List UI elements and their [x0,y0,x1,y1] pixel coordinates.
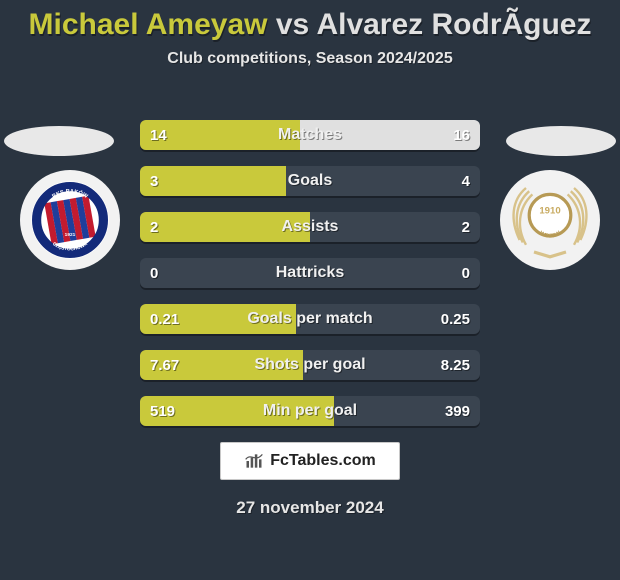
stat-label: Assists [140,212,480,242]
stats-comparison-bars: 1416Matches 34Goals 22Assists 00Hattricks 0.… [140,120,480,442]
widzew-crest-icon: 1910 WIDZEW [510,180,590,260]
player2-name: Alvarez RodrÃ­guez [316,8,591,41]
bar-chart-icon [244,451,264,471]
club-badge-right: 1910 WIDZEW [500,170,600,270]
date-text: 27 november 2024 [0,498,620,518]
fctables-logo-text: FcTables.com [270,452,376,470]
stat-row: 7.678.25Shots per goal [140,350,480,380]
stat-row: 00Hattricks [140,258,480,288]
stat-label: Goals [140,166,480,196]
svg-text:1921: 1921 [65,232,76,238]
stat-label: Hattricks [140,258,480,288]
player-photo-placeholder-left [4,126,114,156]
svg-text:1910: 1910 [539,206,560,217]
stat-label: Shots per goal [140,350,480,380]
player-photo-placeholder-right [506,126,616,156]
rakow-crest-icon: RKS RAKÓW CZĘSTOCHOWA 1921 [30,180,110,260]
stat-row: 519399Min per goal [140,396,480,426]
club-badge-left: RKS RAKÓW CZĘSTOCHOWA 1921 [20,170,120,270]
stat-row: 1416Matches [140,120,480,150]
stat-row: 22Assists [140,212,480,242]
stat-row: 0.210.25Goals per match [140,304,480,334]
title-separator: vs [268,8,317,41]
stat-row: 34Goals [140,166,480,196]
stat-label: Min per goal [140,396,480,426]
comparison-title: Michael Ameyaw vs Alvarez RodrÃ­guez [0,0,620,42]
stat-label: Matches [140,120,480,150]
stat-label: Goals per match [140,304,480,334]
player1-name: Michael Ameyaw [29,8,268,41]
subtitle: Club competitions, Season 2024/2025 [0,50,620,68]
fctables-logo-box: FcTables.com [220,442,400,480]
